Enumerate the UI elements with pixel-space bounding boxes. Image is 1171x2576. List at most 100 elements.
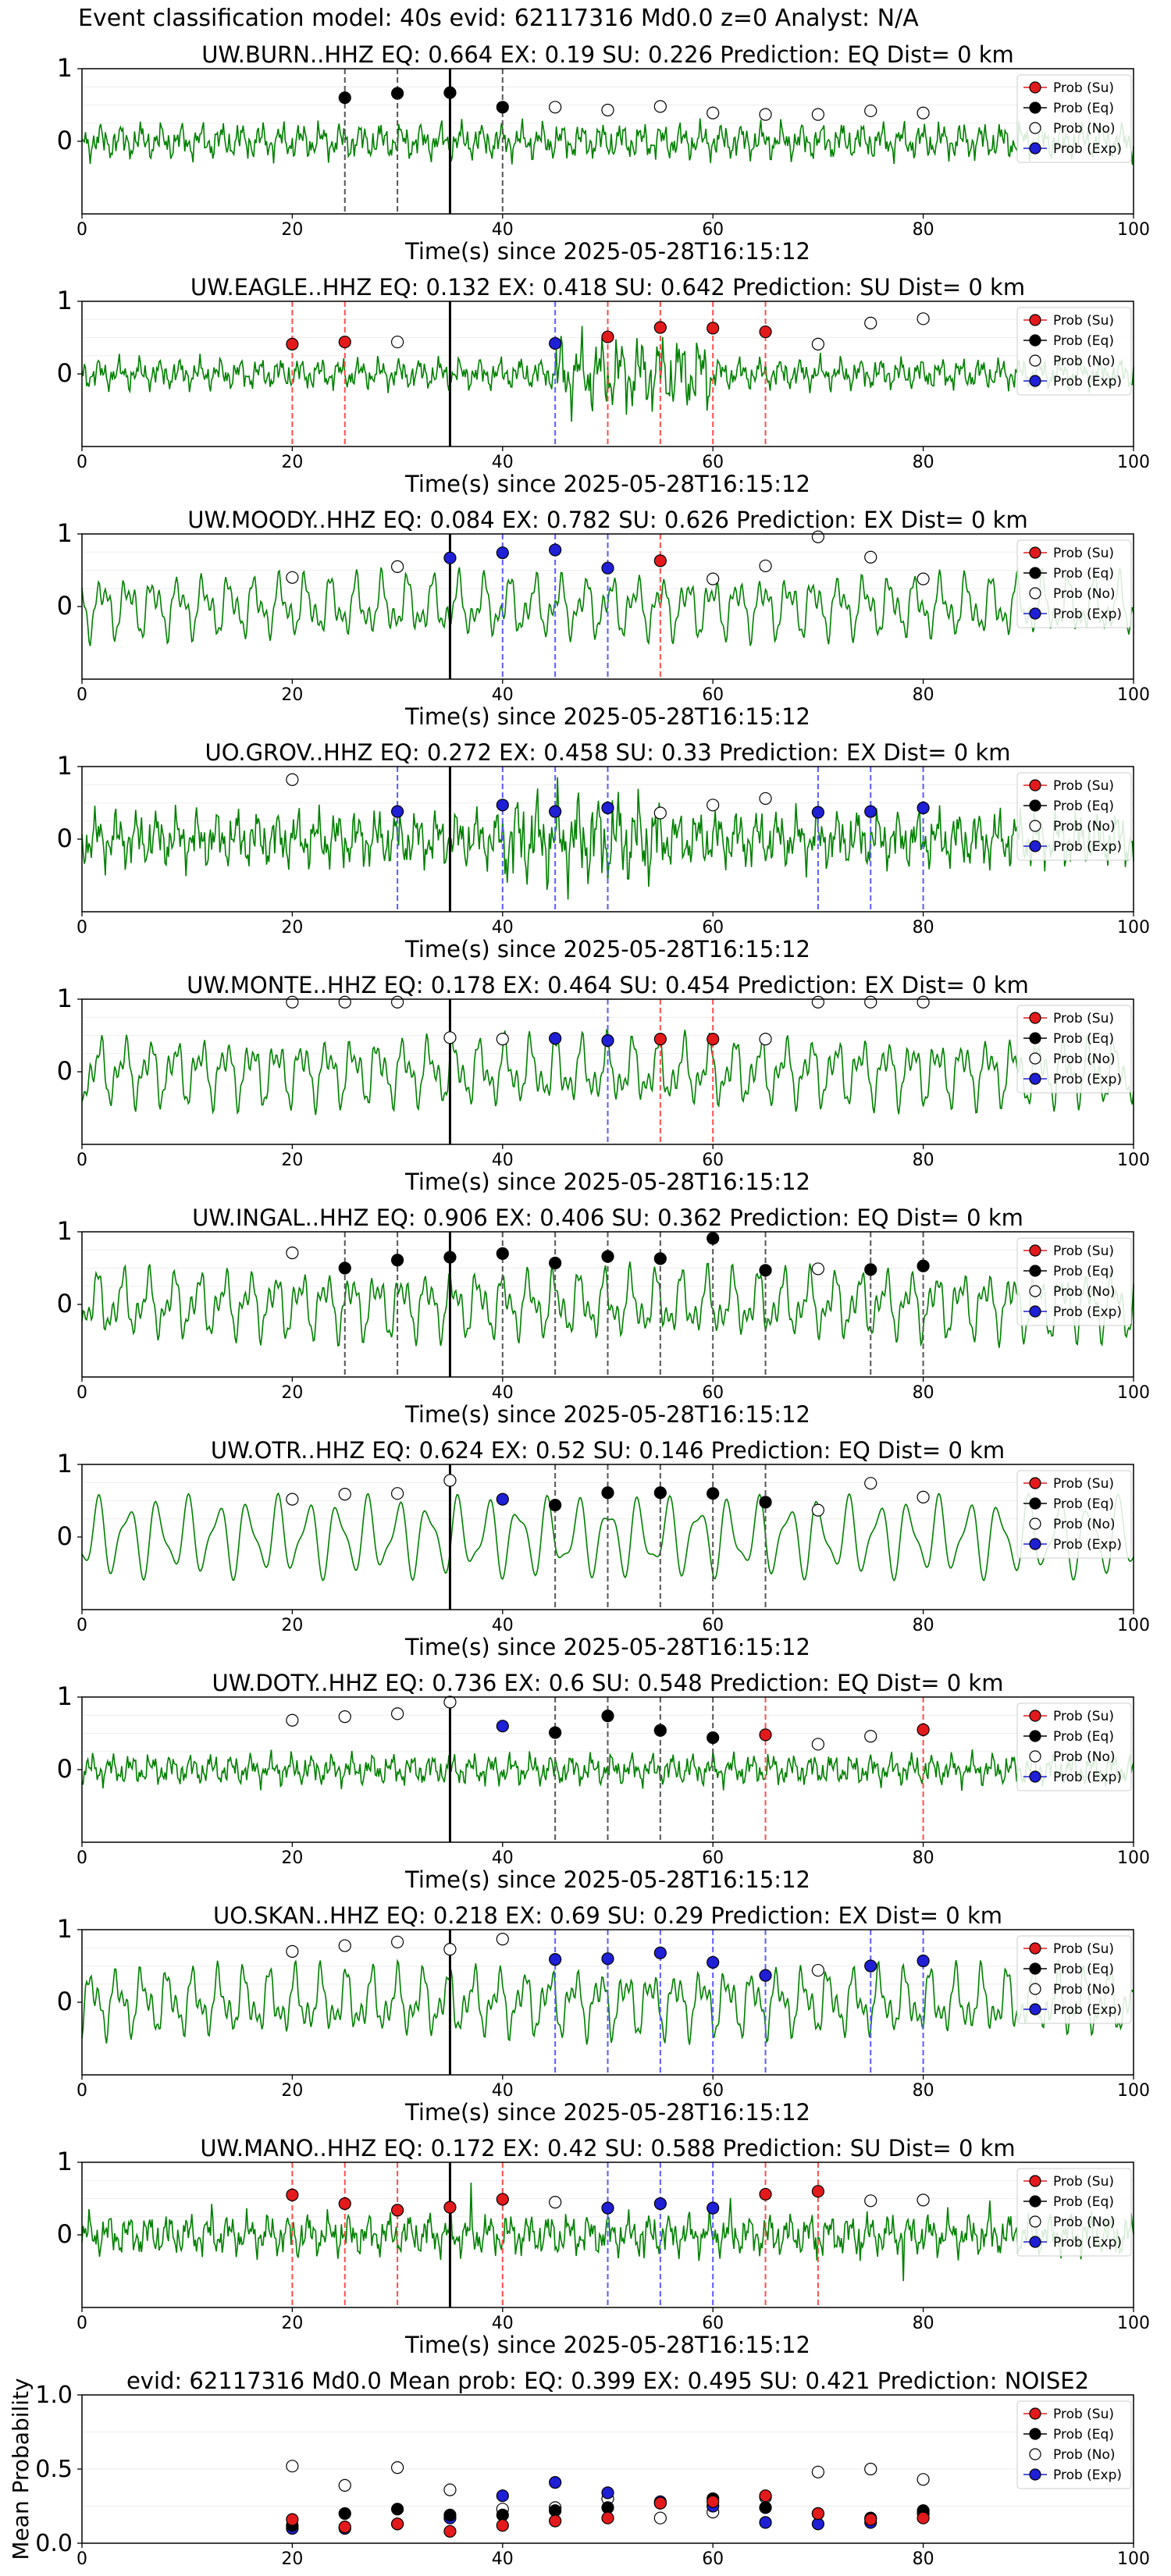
x-tick-label: 100 [1117,1848,1150,1868]
prob-point-no [653,806,667,820]
prob-point-su [707,2495,720,2508]
prob-point-no [707,799,720,812]
legend-marker-su [1029,1012,1041,1024]
prob-point-no [864,2462,877,2476]
legend-label: Prob (No) [1053,1051,1116,1067]
prob-point-no [338,995,351,1009]
x-tick-label: 0 [77,1151,87,1170]
waveform-trace [81,1749,1134,1791]
x-tick-label: 20 [281,453,303,472]
legend-marker-no [1029,1517,1041,1530]
legend-marker-eq [1029,799,1041,812]
x-tick-label: 40 [492,2314,514,2333]
prob-point-eq [707,1232,720,1245]
x-tick-label: 100 [1117,685,1150,705]
prob-point-eq [759,1264,772,1277]
x-tick-label: 60 [702,1383,724,1403]
legend-marker-eq [1029,1265,1041,1277]
y-tick-label: 1 [57,2147,73,2176]
panel-uw-mano-hhz: UW.MANO..HHZ EQ: 0.172 EX: 0.42 SU: 0.58… [57,2135,1150,2358]
x-tick-label: 100 [1117,453,1150,472]
legend-marker-eq [1029,567,1041,579]
legend-box [1016,1703,1132,1791]
x-tick-label: 100 [1117,1151,1150,1170]
legend: Prob (Su) Prob (Eq) Prob (No) Prob (Exp) [1016,74,1132,163]
waveform-trace [81,1028,1134,1115]
x-tick-label: 60 [702,453,724,472]
prob-point-no [864,1477,877,1490]
prob-point-su [811,2185,825,2198]
prob-point-no [811,337,825,350]
prob-point-no [338,1939,351,1952]
y-tick-label: 0 [57,126,73,155]
panel-uw-eagle-hhz: UW.EAGLE..HHZ EQ: 0.132 EX: 0.418 SU: 0.… [57,274,1150,497]
prob-point-exp [601,2201,614,2215]
prob-point-no [811,1963,825,1977]
legend-marker-eq [1029,1497,1041,1510]
prob-point-eq [707,1731,720,1745]
prob-point-eq [443,86,457,99]
legend-marker-su [1029,1244,1041,1257]
prob-point-eq [759,2501,772,2514]
prob-point-eq [549,1726,562,1739]
legend: Prob (Su) Prob (Eq) Prob (No) Prob (Exp) [1016,1470,1132,1559]
legend-marker-exp [1029,1073,1041,1085]
prob-point-eq [549,1498,562,1512]
prob-point-no [917,572,930,585]
legend-marker-eq [1029,2428,1041,2440]
y-tick-label: 1 [57,984,73,1013]
prob-point-no [864,104,877,118]
y-tick-label: 0 [57,1289,73,1318]
prob-point-no [811,995,825,1009]
x-tick-label: 80 [913,2549,934,2569]
legend: Prob (Su) Prob (Eq) Prob (No) Prob (Exp) [1016,539,1132,628]
prob-point-exp [917,801,930,815]
prob-point-eq [496,101,509,114]
legend: Prob (Su) Prob (Eq) Prob (No) Prob (Exp) [1016,307,1132,396]
x-tick-label: 60 [702,2549,724,2569]
prob-point-no [864,316,877,329]
prob-point-no [917,106,930,119]
x-axis-label: Time(s) since 2025-05-28T16:15:12 [404,2332,810,2358]
prob-point-su [286,2513,299,2526]
x-tick-label: 80 [913,1848,934,1868]
legend-label: Prob (Exp) [1053,607,1122,622]
prob-point-eq [391,87,404,100]
legend-label: Prob (Su) [1053,1476,1114,1492]
prob-point-exp [549,805,562,818]
prob-point-no [443,1031,457,1044]
legend-marker-exp [1029,1538,1041,1550]
legend-marker-su [1029,81,1041,94]
legend: Prob (Su) Prob (Eq) Prob (No) Prob (Exp) [1016,1703,1132,1791]
legend: Prob (Su) Prob (Eq) Prob (No) Prob (Exp) [1016,772,1132,861]
prob-point-eq [338,91,351,105]
panel-title: UW.DOTY..HHZ EQ: 0.736 EX: 0.6 SU: 0.548… [212,1670,1004,1696]
x-tick-label: 80 [913,1616,934,1635]
waveform-trace [81,118,1134,165]
y-tick-label: 0.0 [35,2530,73,2557]
prob-point-no [653,2511,667,2524]
y-tick-label: 1 [57,518,73,548]
prob-point-su [443,2524,457,2538]
y-tick-label: 0 [57,2219,73,2249]
legend-marker-no [1029,1750,1041,1763]
prob-point-no [601,103,614,117]
prob-point-exp [496,546,509,560]
prob-point-no [917,1490,930,1503]
prob-point-no [811,530,825,543]
y-tick-label: 1 [57,1216,73,1246]
x-tick-label: 0 [77,918,87,938]
panel-title: evid: 62117316 Md0.0 Mean prob: EQ: 0.39… [126,2368,1089,2394]
legend-marker-eq [1029,334,1041,347]
prob-point-eq [917,1259,930,1272]
legend-label: Prob (Su) [1053,2174,1114,2190]
x-tick-label: 80 [913,2081,934,2101]
prob-point-exp [496,799,509,812]
x-axis-label: Time(s) since 2025-05-28T16:15:12 [404,1401,810,1428]
legend-label: Prob (Exp) [1053,1770,1122,1785]
prob-point-su [811,2507,825,2521]
prob-point-eq [653,1486,667,1500]
y-tick-label: 1 [57,286,73,315]
panel-uw-ingal-hhz: UW.INGAL..HHZ EQ: 0.906 EX: 0.406 SU: 0.… [57,1204,1150,1428]
legend-marker-exp [1029,607,1041,620]
